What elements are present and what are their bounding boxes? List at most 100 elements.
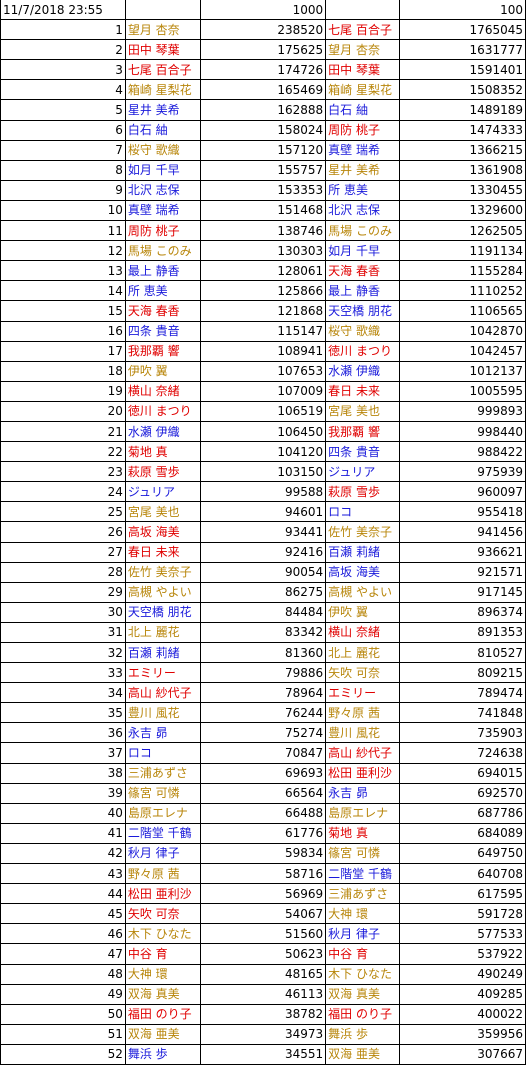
value-1000-cell: 84484: [200, 602, 327, 623]
value-1000-cell: 86275: [200, 582, 327, 603]
rank-cell: 19: [0, 381, 126, 402]
rank-cell: 5: [0, 99, 126, 121]
value-1000-cell: 76244: [200, 702, 327, 724]
value-1000-cell: 165469: [200, 79, 327, 101]
value-100-cell: 692570: [399, 783, 526, 804]
table-row: 1 望月 杏奈 238520 七尾 百合子 1765045: [0, 19, 526, 41]
table-row: 3 七尾 百合子 174726 田中 琴葉 1591401: [0, 59, 526, 81]
name-100-cell: 白石 紬: [325, 99, 400, 121]
value-1000-cell: 48165: [200, 964, 327, 985]
rank-cell: 41: [0, 823, 126, 844]
value-100-cell: 1012137: [399, 361, 526, 382]
value-1000-cell: 58716: [200, 863, 327, 885]
rank-cell: 16: [0, 321, 126, 342]
value-100-cell: 960097: [399, 481, 526, 503]
name-100-cell: 永吉 昴: [325, 783, 400, 804]
table-row: 28 佐竹 美奈子 90054 高坂 海美 921571: [0, 562, 526, 583]
name-100-cell: 中谷 育: [325, 943, 400, 965]
value-1000-cell: 157120: [200, 140, 327, 161]
table-row: 10 真壁 瑞希 151468 北沢 志保 1329600: [0, 200, 526, 222]
table-row: 23 萩原 雪歩 103150 ジュリア 975939: [0, 461, 526, 483]
value-1000-cell: 50623: [200, 943, 327, 965]
value-100-cell: 1489189: [399, 99, 526, 121]
value-100-cell: 694015: [399, 763, 526, 784]
rank-cell: 30: [0, 602, 126, 623]
table-row: 27 春日 未来 92416 百瀬 莉緒 936621: [0, 542, 526, 563]
value-1000-cell: 59834: [200, 843, 327, 865]
value-1000-cell: 54067: [200, 903, 327, 925]
timestamp-cell: 11/7/2018 23:55: [0, 0, 126, 21]
name-1000-cell: 双海 亜美: [125, 1024, 201, 1045]
value-100-cell: 1631777: [399, 39, 526, 61]
table-row: 14 所 恵美 125866 最上 静香 1110252: [0, 280, 526, 302]
name-100-cell: 所 恵美: [325, 180, 400, 201]
name-100-cell: 如月 千早: [325, 240, 400, 262]
rank-cell: 46: [0, 923, 126, 945]
name-1000-cell: 二階堂 千鶴: [125, 823, 201, 844]
name-1000-cell: 福田 のり子: [125, 1004, 201, 1025]
table-row: 31 北上 麗花 83342 横山 奈緒 891353: [0, 622, 526, 644]
name-100-cell: 舞浜 歩: [325, 1024, 400, 1045]
rank-cell: 40: [0, 803, 126, 824]
rank-cell: 31: [0, 622, 126, 644]
value-1000-cell: 93441: [200, 521, 327, 543]
rank-cell: 17: [0, 341, 126, 362]
table-row: 5 星井 美希 162888 白石 紬 1489189: [0, 99, 526, 121]
value-1000-cell: 78964: [200, 682, 327, 704]
value-1000-cell: 153353: [200, 180, 327, 201]
rank-cell: 38: [0, 763, 126, 784]
value-1000-cell: 106519: [200, 401, 327, 422]
rank-cell: 29: [0, 582, 126, 603]
name-1000-cell: 高槻 やよい: [125, 582, 201, 603]
value-1000-cell: 38782: [200, 1004, 327, 1025]
value-1000-cell: 34973: [200, 1024, 327, 1045]
value-1000-cell: 90054: [200, 562, 327, 583]
value-1000-cell: 46113: [200, 984, 327, 1005]
value-100-cell: 1191134: [399, 240, 526, 262]
value-1000-cell: 70847: [200, 742, 327, 764]
name-100-cell: 二階堂 千鶴: [325, 863, 400, 885]
name-1000-cell: 田中 琴葉: [125, 39, 201, 61]
table-row: 37 ロコ 70847 高山 紗代子 724638: [0, 742, 526, 764]
value-1000-cell: 175625: [200, 39, 327, 61]
rank-cell: 28: [0, 562, 126, 583]
name-1000-cell: 双海 真美: [125, 984, 201, 1005]
name-1000-cell: 春日 未来: [125, 542, 201, 563]
rank-cell: 39: [0, 783, 126, 804]
value-100-cell: 810527: [399, 642, 526, 664]
table-row: 19 横山 奈緒 107009 春日 未来 1005595: [0, 381, 526, 402]
table-row: 8 如月 千早 155757 星井 美希 1361908: [0, 160, 526, 181]
value-100-cell: 409285: [399, 984, 526, 1005]
name-100-cell: ジュリア: [325, 461, 400, 483]
table-row: 41 二階堂 千鶴 61776 菊地 真 684089: [0, 823, 526, 844]
rank-cell: 13: [0, 260, 126, 282]
rank-cell: 20: [0, 401, 126, 422]
value-100-cell: 1042457: [399, 341, 526, 362]
value-100-cell: 1508352: [399, 79, 526, 101]
name-1000-cell: 佐竹 美奈子: [125, 562, 201, 583]
name-100-cell: 伊吹 翼: [325, 602, 400, 623]
value-100-cell: 809215: [399, 662, 526, 684]
table-row: 42 秋月 律子 59834 篠宮 可憐 649750: [0, 843, 526, 865]
rank-cell: 51: [0, 1024, 126, 1045]
rank-cell: 49: [0, 984, 126, 1005]
value-100-cell: 1262505: [399, 220, 526, 242]
name-1000-cell: 馬場 このみ: [125, 240, 201, 262]
value-100-cell: 988422: [399, 441, 526, 463]
table-row: 44 松田 亜利沙 56969 三浦あずさ 617595: [0, 883, 526, 905]
rank-cell: 34: [0, 682, 126, 704]
value-100-cell: 789474: [399, 682, 526, 704]
value-1000-cell: 238520: [200, 19, 327, 41]
name-100-cell: 高山 紗代子: [325, 742, 400, 764]
value-1000-cell: 162888: [200, 99, 327, 121]
name-100-cell: 七尾 百合子: [325, 19, 400, 41]
rank-cell: 14: [0, 280, 126, 302]
value-1000-cell: 56969: [200, 883, 327, 905]
name-1000-cell: 菊地 真: [125, 441, 201, 463]
rank-cell: 1: [0, 19, 126, 41]
table-row: 7 桜守 歌織 157120 真壁 瑞希 1366215: [0, 140, 526, 161]
name-100-cell: 木下 ひなた: [325, 964, 400, 985]
rank-cell: 50: [0, 1004, 126, 1025]
table-row: 48 大神 環 48165 木下 ひなた 490249: [0, 964, 526, 985]
name-100-cell: 水瀬 伊織: [325, 361, 400, 382]
